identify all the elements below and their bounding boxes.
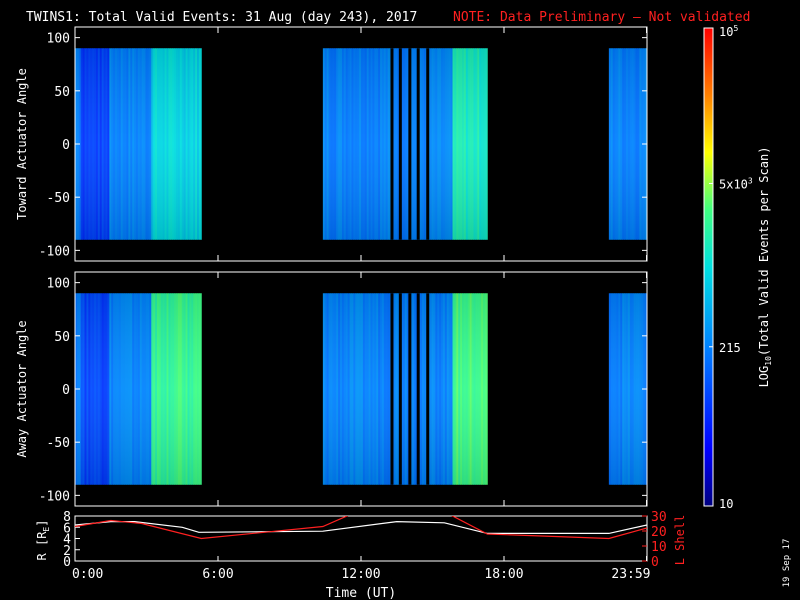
- colorbar-tick-label: 215: [719, 341, 741, 355]
- l-tick-label: 20: [651, 525, 667, 540]
- data-gap-line: [390, 293, 394, 485]
- colorbar-tick-label: 10: [719, 497, 733, 511]
- heatmap-shading: [75, 293, 202, 485]
- toward-ylabel: Toward Actuator Angle: [15, 68, 29, 220]
- data-gap-line: [426, 293, 430, 485]
- l-shell-series-line: [75, 516, 647, 540]
- heatmap-shading: [322, 293, 488, 485]
- orbit-panel-frame: [74, 515, 648, 562]
- data-gap-line: [398, 48, 402, 240]
- away-ylabel: Away Actuator Angle: [15, 320, 29, 457]
- x-tick-label: 0:00: [72, 567, 103, 582]
- r-tick-label: 8: [63, 510, 71, 525]
- data-gap-line: [416, 48, 420, 240]
- r-tick-label: 4: [63, 533, 71, 548]
- data-gap-line: [408, 293, 412, 485]
- x-tick-label: 12:00: [341, 567, 380, 582]
- y-tick-label: 0: [62, 383, 70, 398]
- data-gap-line: [390, 48, 394, 240]
- y-tick-label: -100: [39, 489, 70, 504]
- data-gap-line: [426, 48, 430, 240]
- l-tick-label: 0: [651, 555, 659, 570]
- time-xlabel: Time (UT): [326, 586, 396, 600]
- chart-title: TWINS1: Total Valid Events: 31 Aug (day …: [26, 10, 417, 25]
- y-tick-label: -50: [47, 191, 70, 206]
- colorbar-gradient: [704, 28, 713, 506]
- x-tick-label: 6:00: [202, 567, 233, 582]
- colorbar-frame: [703, 27, 714, 507]
- l-tick-label: 30: [651, 510, 667, 525]
- colorbar-label: LOG10(Total Valid Events per Scan): [757, 147, 773, 388]
- r-tick-label: 2: [63, 544, 71, 559]
- l-shell-ylabel: L Shell: [673, 515, 687, 566]
- r-series-line: [75, 520, 647, 535]
- x-tick-label: 18:00: [484, 567, 523, 582]
- data-gap-line: [416, 293, 420, 485]
- heatmap-shading: [75, 48, 202, 240]
- data-gap-line: [408, 48, 412, 240]
- y-tick-label: 100: [47, 277, 70, 292]
- away-heatmap-panel: 100 50 0 -50 -100 Away Actuator Angle: [15, 271, 648, 507]
- x-tick-label: 23:59: [611, 567, 650, 582]
- heatmap-shading: [322, 48, 488, 240]
- y-tick-label: 100: [47, 32, 70, 47]
- colorbar-tick-label: 105: [719, 24, 738, 39]
- heatmap-shading: [608, 293, 647, 485]
- r-tick-label: 6: [63, 521, 71, 536]
- colorbar: 105 5x103 215 10 LOG10(Total Valid Events p…: [703, 24, 773, 511]
- heatmap-shading: [608, 48, 647, 240]
- y-tick-label: -50: [47, 436, 70, 451]
- data-note: NOTE: Data Preliminary — Not validated: [453, 10, 750, 25]
- r-tick-label: 0: [63, 555, 71, 570]
- y-tick-label: 50: [54, 85, 70, 100]
- data-gap-line: [398, 293, 402, 485]
- toward-heatmap-panel: 100 50 0 -50 -100 Toward Actuator Angle: [15, 26, 648, 262]
- y-tick-label: 50: [54, 330, 70, 345]
- plot-date: 19 Sep 17: [782, 539, 792, 588]
- y-tick-label: 0: [62, 138, 70, 153]
- colorbar-tick-label: 5x103: [719, 176, 753, 191]
- l-tick-label: 10: [651, 540, 667, 555]
- y-tick-label: -100: [39, 244, 70, 259]
- r-ylabel: R [RE]: [35, 520, 51, 561]
